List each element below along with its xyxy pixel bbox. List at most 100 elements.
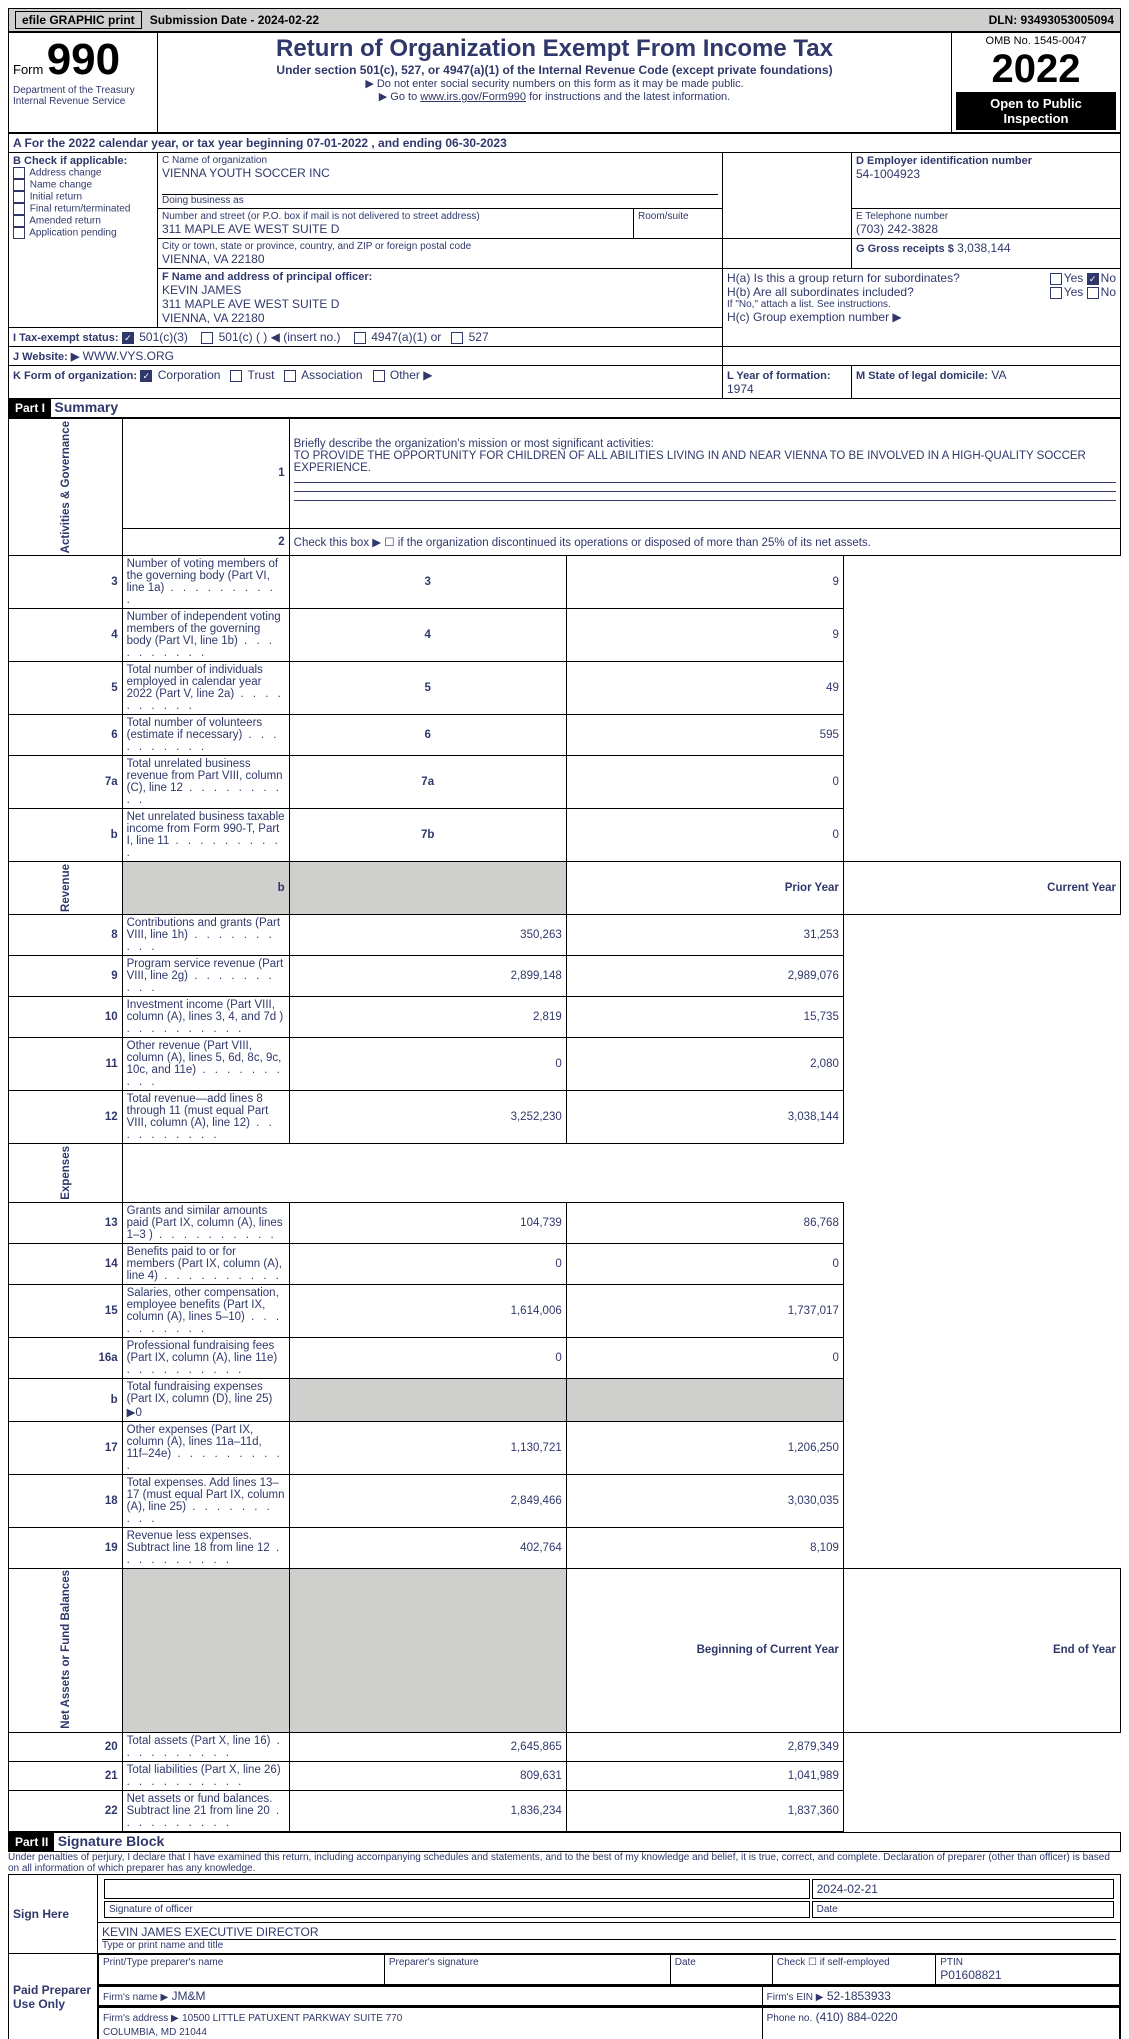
prior-year-value <box>289 1378 566 1421</box>
firm-phone: (410) 884-0220 <box>816 2010 898 2024</box>
summary-value: 9 <box>566 609 843 662</box>
paid-preparer-label: Paid Preparer Use Only <box>9 1953 98 2039</box>
officer-addr2: VIENNA, VA 22180 <box>162 311 718 325</box>
box-b-option[interactable]: Initial return <box>13 191 153 203</box>
ha-no-checkbox[interactable] <box>1087 273 1099 285</box>
hb-no-checkbox[interactable] <box>1087 287 1099 299</box>
current-year-value: 1,837,360 <box>566 1790 843 1831</box>
h-c: H(c) Group exemption number ▶ <box>727 310 1116 324</box>
box-e-label: E Telephone number <box>856 211 1116 222</box>
h-a: H(a) Is this a group return for subordin… <box>727 271 1116 285</box>
ptin: P01608821 <box>940 1968 1115 1982</box>
officer-name-label: Type or print name and title <box>102 1939 1116 1951</box>
prior-year-value: 2,819 <box>289 997 566 1038</box>
current-year-value: 86,768 <box>566 1202 843 1243</box>
current-year-value: 2,080 <box>566 1038 843 1091</box>
summary-value: 49 <box>566 662 843 715</box>
box-k-option[interactable]: Association <box>281 368 369 382</box>
website: WWW.VYS.ORG <box>83 349 174 363</box>
h-b: H(b) Are all subordinates included? Yes … <box>727 285 1116 299</box>
state-domicile: VA <box>991 368 1006 382</box>
top-bar: efile GRAPHIC print Submission Date - 20… <box>8 8 1121 32</box>
prior-year-value: 1,614,006 <box>289 1284 566 1337</box>
prior-year-value: 0 <box>289 1038 566 1091</box>
dba-label: Doing business as <box>162 194 718 206</box>
4947-checkbox[interactable] <box>354 332 366 344</box>
prior-year-value: 0 <box>289 1243 566 1284</box>
summary-value: 0 <box>566 756 843 809</box>
current-year-value: 2,989,076 <box>566 956 843 997</box>
summary-value: 0 <box>566 809 843 862</box>
line1-label: Briefly describe the organization's miss… <box>294 438 654 450</box>
hb-yes-checkbox[interactable] <box>1050 287 1062 299</box>
ein: 54-1004923 <box>856 167 1116 181</box>
entity-info: A For the 2022 calendar year, or tax yea… <box>8 133 1121 399</box>
perjury-statement: Under penalties of perjury, I declare th… <box>8 1852 1121 1874</box>
current-year-value: 2,879,349 <box>566 1732 843 1761</box>
instruction-2: ▶ Go to www.irs.gov/Form990 for instruct… <box>162 90 947 103</box>
ha-yes-checkbox[interactable] <box>1050 273 1062 285</box>
current-year-value: 0 <box>566 1337 843 1378</box>
prior-year-value: 1,130,721 <box>289 1421 566 1474</box>
box-b-option[interactable]: Application pending <box>13 227 153 239</box>
summary-table: Activities & Governance 1 Briefly descri… <box>8 418 1121 1832</box>
current-year-value: 1,737,017 <box>566 1284 843 1337</box>
box-f-label: F Name and address of principal officer: <box>162 271 718 283</box>
gross-receipts: 3,038,144 <box>957 241 1010 255</box>
box-b-option[interactable]: Final return/terminated <box>13 203 153 215</box>
501c-checkbox[interactable] <box>201 332 213 344</box>
form-title: Return of Organization Exempt From Incom… <box>162 35 947 63</box>
current-year-value: 31,253 <box>566 915 843 956</box>
vert-activities-governance: Activities & Governance <box>9 419 123 556</box>
signature-table: Sign Here 2024-02-21 Signature of office… <box>8 1874 1121 2039</box>
prior-year-value: 3,252,230 <box>289 1091 566 1144</box>
part-2-title: Signature Block <box>58 1833 165 1849</box>
box-d-label: D Employer identification number <box>856 155 1116 167</box>
box-c-name-label: C Name of organization <box>162 155 718 166</box>
current-year-value: 15,735 <box>566 997 843 1038</box>
tax-year: 2022 <box>956 47 1116 92</box>
box-k-option[interactable]: Trust <box>227 368 281 382</box>
box-b-option[interactable]: Name change <box>13 179 153 191</box>
col-end: End of Year <box>843 1568 1120 1732</box>
sig-officer-label: Signature of officer <box>104 1901 810 1918</box>
submission-date: Submission Date - 2024-02-22 <box>150 13 319 27</box>
prior-year-value: 2,899,148 <box>289 956 566 997</box>
officer-printed-name: KEVIN JAMES EXECUTIVE DIRECTOR <box>102 1925 1116 1939</box>
line-a: A For the 2022 calendar year, or tax yea… <box>9 134 1121 153</box>
box-b-option[interactable]: Amended return <box>13 215 153 227</box>
efile-print-button[interactable]: efile GRAPHIC print <box>15 11 142 29</box>
box-k-option[interactable]: Other ▶ <box>369 368 439 382</box>
box-k-option[interactable]: Corporation <box>140 368 227 382</box>
current-year-value: 1,041,989 <box>566 1761 843 1790</box>
prior-year-value: 2,849,466 <box>289 1474 566 1527</box>
sign-here-label: Sign Here <box>9 1874 98 1953</box>
col-prior-year: Prior Year <box>566 862 843 915</box>
self-employed-check[interactable]: Check ☐ if self-employed <box>777 1957 931 1968</box>
prior-year-value: 2,645,865 <box>289 1732 566 1761</box>
h-b-note: If "No," attach a list. See instructions… <box>727 299 1116 310</box>
form-subtitle: Under section 501(c), 527, or 4947(a)(1)… <box>162 63 947 77</box>
current-year-value: 0 <box>566 1243 843 1284</box>
prior-year-value: 104,739 <box>289 1202 566 1243</box>
irs-link[interactable]: www.irs.gov/Form990 <box>420 91 526 103</box>
form-header: Form 990 Department of the Treasury Inte… <box>8 32 1121 133</box>
box-j-label: J Website: ▶ <box>13 351 79 363</box>
firm-ein: 52-1853933 <box>827 1989 891 2003</box>
box-b-label: B Check if applicable: <box>13 155 153 167</box>
box-b-option[interactable]: Address change <box>13 167 153 179</box>
vert-revenue: Revenue <box>9 862 123 915</box>
telephone: (703) 242-3828 <box>856 222 1116 236</box>
527-checkbox[interactable] <box>451 332 463 344</box>
part-1-title: Summary <box>54 399 118 415</box>
signature-date: 2024-02-21 <box>812 1879 1114 1899</box>
col-beginning: Beginning of Current Year <box>566 1568 843 1732</box>
firm-name: JM&M <box>172 1989 206 2003</box>
501c3-checkbox[interactable] <box>122 332 134 344</box>
prior-year-value: 809,631 <box>289 1761 566 1790</box>
current-year-value: 1,206,250 <box>566 1421 843 1474</box>
prior-year-value: 1,836,234 <box>289 1790 566 1831</box>
officer-name: KEVIN JAMES <box>162 283 718 297</box>
prior-year-value: 350,263 <box>289 915 566 956</box>
col-current-year: Current Year <box>843 862 1120 915</box>
